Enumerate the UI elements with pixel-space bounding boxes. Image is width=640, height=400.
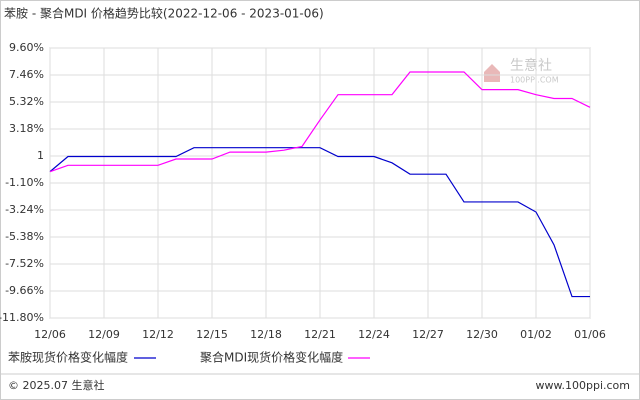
y-tick-label: 9.60% bbox=[9, 41, 44, 54]
x-tick-label: 12/12 bbox=[142, 328, 174, 341]
watermark-logo bbox=[484, 64, 500, 82]
y-tick-label: 3.18% bbox=[9, 122, 44, 135]
footer-url: www.100ppi.com bbox=[536, 379, 630, 392]
y-tick-label: -9.66% bbox=[5, 284, 44, 297]
legend-label: 聚合MDI现货价格变化幅度 bbox=[200, 350, 343, 365]
chart-title: 苯胺 - 聚合MDI 价格趋势比较(2022-12-06 - 2023-01-0… bbox=[4, 6, 324, 21]
y-tick-label: -11.80% bbox=[0, 311, 44, 324]
watermark-name: 生意社 bbox=[510, 57, 552, 74]
y-tick-label: -3.24% bbox=[5, 203, 44, 216]
x-tick-label: 12/24 bbox=[358, 328, 390, 341]
x-tick-label: 01/06 bbox=[574, 328, 606, 341]
y-tick-label: -5.38% bbox=[5, 230, 44, 243]
y-tick-label: -7.52% bbox=[5, 257, 44, 270]
y-tick-label: -1.10% bbox=[5, 176, 44, 189]
x-tick-label: 12/09 bbox=[88, 328, 120, 341]
y-tick-label: 5.32% bbox=[9, 95, 44, 108]
series-line bbox=[49, 71, 591, 173]
watermark-site: 100PPI.COM bbox=[510, 76, 559, 85]
x-tick-label: 12/15 bbox=[196, 328, 228, 341]
x-tick-label: 12/18 bbox=[250, 328, 282, 341]
x-tick-label: 12/06 bbox=[34, 328, 66, 341]
y-tick-label: 7.46% bbox=[9, 68, 44, 81]
x-tick-label: 12/30 bbox=[466, 328, 498, 341]
x-tick-label: 12/27 bbox=[412, 328, 444, 341]
footer-copyright: © 2025.07 生意社 bbox=[8, 378, 104, 392]
legend-label: 苯胺现货价格变化幅度 bbox=[8, 350, 128, 365]
y-tick-label: 1 bbox=[37, 149, 44, 162]
x-tick-label: 12/21 bbox=[304, 328, 336, 341]
x-tick-label: 01/02 bbox=[520, 328, 552, 341]
series-line bbox=[49, 147, 590, 298]
